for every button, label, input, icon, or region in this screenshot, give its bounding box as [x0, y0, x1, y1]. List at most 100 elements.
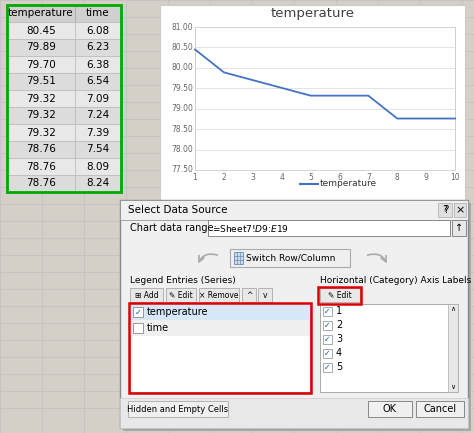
Text: time: time	[147, 323, 169, 333]
Bar	[7, 5, 121, 192]
Text: 6.08: 6.08	[86, 26, 109, 36]
Bar	[120, 200, 468, 220]
Bar	[75, 141, 121, 158]
Bar	[75, 175, 121, 192]
Bar	[7, 141, 75, 158]
Text: 8.09: 8.09	[86, 162, 109, 171]
Text: Chart data range:: Chart data range:	[130, 223, 217, 233]
Bar	[7, 158, 75, 175]
Text: ✎ Edit: ✎ Edit	[169, 291, 193, 300]
Bar	[323, 307, 332, 316]
Bar	[75, 5, 121, 22]
Bar	[130, 288, 163, 302]
Text: 3: 3	[336, 335, 342, 345]
Bar	[7, 56, 75, 73]
Bar	[416, 401, 464, 417]
Text: ✎ Edit: ✎ Edit	[328, 291, 352, 300]
Text: temperature: temperature	[320, 180, 377, 188]
Bar	[7, 39, 75, 56]
Bar	[199, 288, 239, 302]
Bar	[195, 27, 455, 170]
Text: ↑: ↑	[455, 223, 463, 233]
Text: Hidden and Empty Cells: Hidden and Empty Cells	[128, 404, 228, 414]
Text: Cancel: Cancel	[423, 404, 456, 414]
Bar	[7, 5, 75, 22]
Bar	[123, 203, 471, 431]
Bar	[75, 73, 121, 90]
Text: v: v	[263, 291, 267, 300]
Text: ✓: ✓	[135, 307, 142, 317]
Bar	[323, 363, 332, 372]
Bar	[323, 321, 332, 330]
Text: 5: 5	[336, 362, 342, 372]
Text: 6.54: 6.54	[86, 77, 109, 87]
Text: 4: 4	[336, 349, 342, 359]
Bar	[75, 124, 121, 141]
Bar	[454, 203, 466, 217]
Text: 7.54: 7.54	[86, 145, 109, 155]
Text: 1: 1	[192, 173, 197, 182]
Bar	[160, 5, 465, 200]
Text: 3: 3	[250, 173, 255, 182]
Bar	[130, 304, 310, 392]
Bar	[448, 304, 458, 392]
Text: 80.45: 80.45	[26, 26, 56, 36]
Bar	[452, 220, 466, 236]
Bar	[130, 320, 310, 336]
Text: 78.50: 78.50	[171, 125, 193, 134]
Text: 79.32: 79.32	[26, 110, 56, 120]
Text: 79.00: 79.00	[171, 104, 193, 113]
Text: ?: ?	[443, 205, 449, 215]
Bar	[133, 323, 143, 333]
Text: 6.23: 6.23	[86, 42, 109, 52]
Text: 78.76: 78.76	[26, 178, 56, 188]
Text: 1: 1	[336, 307, 342, 317]
Bar	[319, 287, 362, 304]
Bar	[7, 73, 75, 90]
Text: 79.70: 79.70	[26, 59, 56, 70]
Bar	[320, 304, 458, 392]
Bar	[320, 288, 360, 302]
Text: 7.24: 7.24	[86, 110, 109, 120]
Text: Horizontal (Category) Axis Labels: Horizontal (Category) Axis Labels	[320, 276, 471, 285]
Bar	[7, 107, 75, 124]
Text: 5: 5	[308, 173, 313, 182]
Bar	[7, 90, 75, 107]
Text: 6: 6	[337, 173, 342, 182]
Text: ✓: ✓	[324, 307, 331, 316]
Bar	[128, 401, 228, 417]
Bar	[242, 288, 256, 302]
Text: ✓: ✓	[324, 349, 331, 358]
Text: ✓: ✓	[324, 363, 331, 372]
Text: 79.51: 79.51	[26, 77, 56, 87]
Bar	[129, 303, 311, 393]
Text: OK: OK	[383, 404, 397, 414]
Text: 8.24: 8.24	[86, 178, 109, 188]
Text: 80.50: 80.50	[171, 43, 193, 52]
Bar	[75, 107, 121, 124]
Bar	[234, 252, 243, 264]
Text: 78.76: 78.76	[26, 162, 56, 171]
Text: temperature: temperature	[271, 6, 355, 19]
Bar	[120, 398, 468, 428]
Text: Select Data Source: Select Data Source	[128, 205, 228, 215]
Text: 7: 7	[366, 173, 371, 182]
Bar	[230, 249, 350, 267]
Text: 2: 2	[221, 173, 226, 182]
Text: temperature: temperature	[147, 307, 209, 317]
Bar	[7, 124, 75, 141]
Bar	[323, 335, 332, 344]
Text: 79.32: 79.32	[26, 127, 56, 138]
Text: temperature: temperature	[8, 9, 74, 19]
Bar	[368, 401, 412, 417]
Text: ?: ?	[443, 206, 447, 214]
Text: 81.00: 81.00	[172, 23, 193, 32]
Text: Switch Row/Column: Switch Row/Column	[246, 253, 336, 262]
Text: 9: 9	[424, 173, 428, 182]
Bar	[120, 200, 468, 428]
Text: 4: 4	[279, 173, 284, 182]
Bar	[7, 22, 75, 39]
Text: =Sheet7!$D$9:$E$19: =Sheet7!$D$9:$E$19	[212, 223, 289, 233]
Text: ^: ^	[246, 291, 252, 300]
Text: ⊞ Add: ⊞ Add	[135, 291, 158, 300]
